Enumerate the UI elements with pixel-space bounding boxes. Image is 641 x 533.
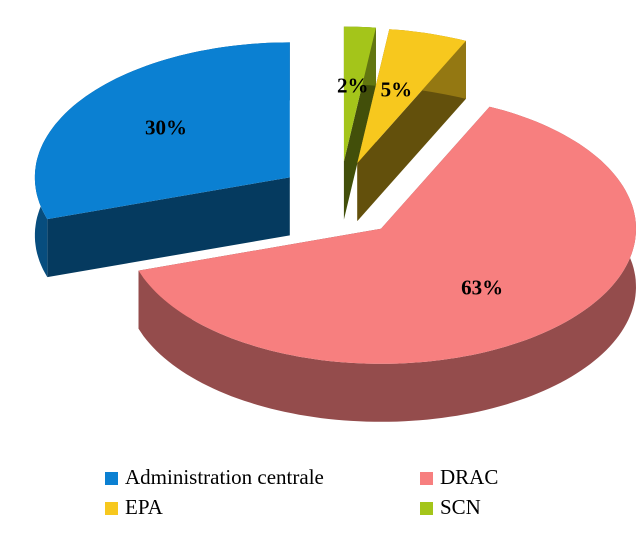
slice-top bbox=[34, 42, 290, 220]
data-label: 63% bbox=[461, 275, 503, 299]
slice bbox=[343, 26, 376, 220]
legend-swatch bbox=[420, 502, 433, 515]
slice-side bbox=[47, 177, 290, 278]
legend-label: Administration centrale bbox=[125, 465, 324, 489]
legend-swatch bbox=[105, 472, 118, 485]
slice bbox=[34, 42, 290, 278]
slice-top bbox=[343, 26, 376, 162]
legend-label: EPA bbox=[125, 495, 164, 519]
legend-swatch bbox=[105, 502, 118, 515]
data-label: 30% bbox=[145, 116, 187, 140]
legend-swatch bbox=[420, 472, 433, 485]
legend-label: SCN bbox=[440, 495, 481, 519]
slice-top bbox=[357, 29, 466, 164]
data-label: 5% bbox=[381, 78, 413, 102]
slice bbox=[357, 29, 466, 222]
slice bbox=[138, 106, 636, 422]
slice-top bbox=[138, 106, 636, 364]
legend-label: DRAC bbox=[440, 465, 498, 489]
data-label: 2% bbox=[337, 73, 369, 97]
